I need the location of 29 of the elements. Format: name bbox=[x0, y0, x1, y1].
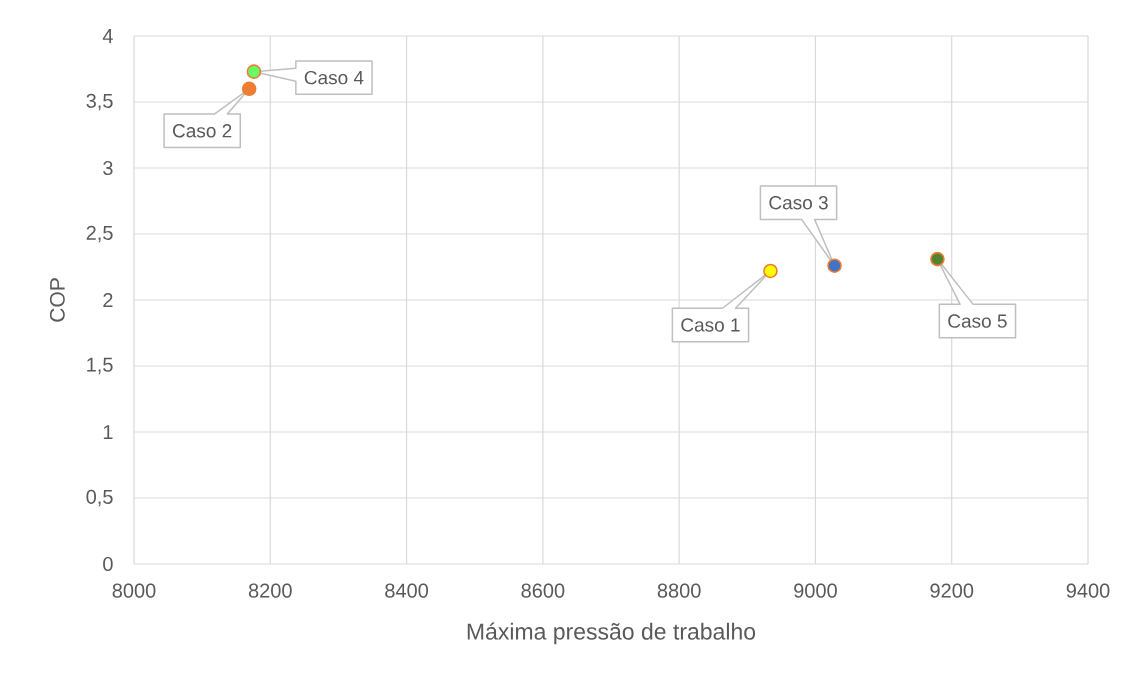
y-tick-label: 1 bbox=[103, 425, 113, 439]
x-tick-label: 8800 bbox=[657, 583, 701, 598]
annotation: Caso 2 bbox=[173, 124, 232, 138]
annotation: Caso 1 bbox=[681, 318, 740, 332]
annotation: Caso 4 bbox=[304, 70, 364, 85]
y-tick-label: 3,5 bbox=[86, 93, 113, 111]
point bbox=[930, 251, 945, 267]
y-tick-label: 3 bbox=[103, 160, 113, 176]
y-tick-label: 1,5 bbox=[87, 357, 113, 375]
y-tick-label: 2,5 bbox=[86, 225, 113, 243]
y-tick-label: 0,5 bbox=[86, 489, 113, 507]
x-tick-label: 8600 bbox=[521, 583, 565, 598]
x-tick-label: 9200 bbox=[930, 583, 974, 598]
x-tick-label: 8200 bbox=[248, 583, 292, 598]
point bbox=[246, 64, 262, 79]
x-axis-title: Máxima pressão de trabalho bbox=[467, 622, 756, 645]
x-tick-label: 8400 bbox=[385, 583, 429, 598]
x-tick-label: 9400 bbox=[1066, 583, 1110, 598]
y-tick-label: 4 bbox=[102, 29, 113, 43]
point bbox=[827, 258, 842, 273]
y-tick-label: 2 bbox=[103, 293, 113, 307]
x-tick-label: 8000 bbox=[112, 583, 156, 598]
x-tick-label: 9000 bbox=[794, 583, 837, 598]
annotation: Caso 3 bbox=[769, 195, 828, 210]
y-tick-label: 0 bbox=[103, 556, 113, 572]
y-axis-title: COP bbox=[49, 278, 65, 322]
point bbox=[241, 81, 257, 97]
point bbox=[763, 263, 778, 279]
annotation: Caso 5 bbox=[948, 314, 1007, 328]
